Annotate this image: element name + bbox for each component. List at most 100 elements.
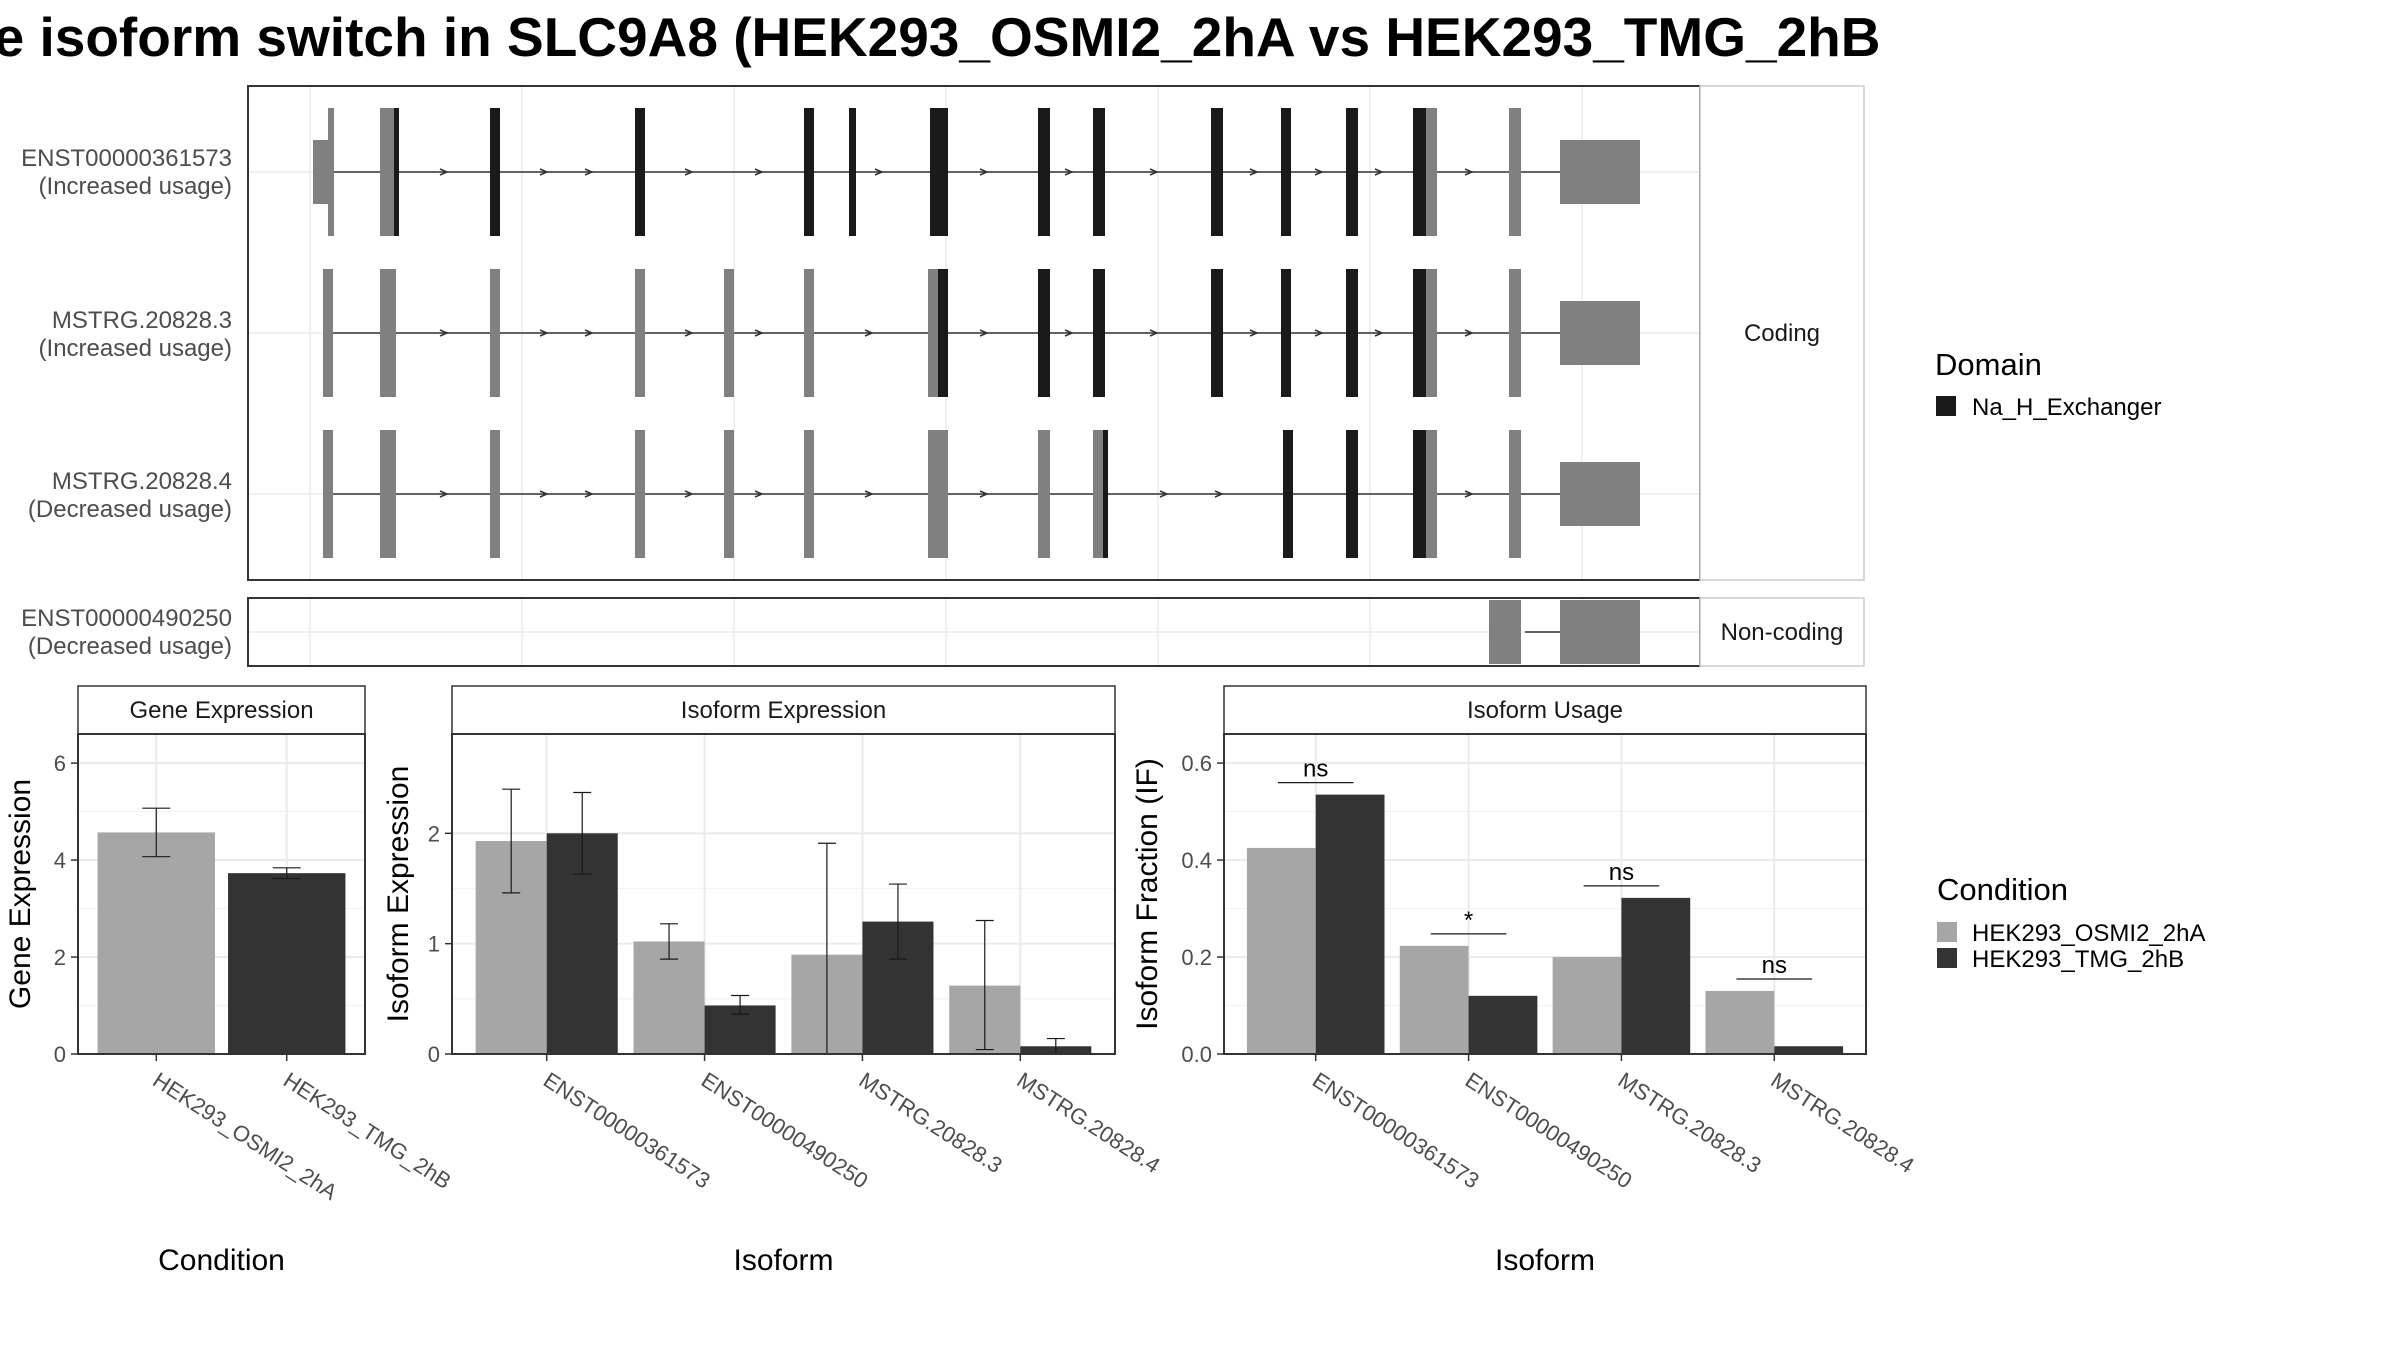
direction-arrow — [1464, 329, 1474, 337]
direction-arrow — [439, 490, 449, 498]
y-tick-label: 2 — [54, 945, 66, 970]
x-tick-label: MSTRG.20828.3 — [855, 1067, 1007, 1178]
exon — [1509, 269, 1521, 397]
bar-panel-1: Gene Expression0246HEK293_OSMI2_2hAHEK29… — [4, 685, 456, 1277]
exon — [1560, 140, 1640, 204]
transcript-track — [323, 269, 1640, 397]
significance-label: ns — [1609, 859, 1634, 886]
x-axis-title: Condition — [158, 1244, 285, 1277]
y-tick-label: 0 — [428, 1042, 440, 1067]
direction-arrow — [1249, 329, 1259, 337]
figure-title: ne isoform switch in SLC9A8 (HEK293_OSMI… — [0, 6, 1881, 68]
exon — [804, 269, 814, 397]
transcript-structure: Coding Non-coding ENST00000361573 (Incre… — [21, 85, 1865, 667]
domain-exon — [394, 108, 399, 236]
panel-strip — [1223, 685, 1867, 735]
exon — [1560, 301, 1640, 365]
exon — [380, 108, 396, 236]
transcript-usage-enst00000490250: (Decreased usage) — [28, 633, 232, 660]
exon — [380, 430, 396, 558]
direction-arrow — [1464, 490, 1474, 498]
exon — [323, 430, 333, 558]
exon — [313, 140, 332, 204]
exon — [323, 269, 333, 397]
exon — [490, 430, 500, 558]
exon — [928, 430, 940, 558]
domain-exon — [1346, 430, 1358, 558]
bar-panel-2: Isoform Expression 0 1 2 ENST00000361573ENST… — [382, 685, 1165, 1277]
domain-exon — [804, 108, 814, 236]
domain-exon — [938, 269, 948, 397]
panel-strip-title: Gene Expression — [129, 697, 313, 724]
domain-exon — [849, 108, 856, 236]
direction-arrow — [539, 490, 549, 498]
bar — [97, 832, 215, 1054]
y-axis-title: Isoform Fraction (IF) — [1131, 758, 1164, 1030]
direction-arrow — [684, 329, 694, 337]
domain-exon — [1413, 108, 1428, 236]
transcript-track — [323, 430, 1640, 558]
domain-exon — [1413, 269, 1428, 397]
direction-arrow — [1149, 168, 1159, 176]
direction-arrow — [754, 490, 764, 498]
x-tick-label: MSTRG.20828.4 — [1013, 1067, 1165, 1178]
significance-label: ns — [1303, 756, 1328, 783]
transcript-label-mstrg-20828-3: MSTRG.20828.3 — [52, 307, 232, 334]
condition-legend-label-2: HEK293_TMG_2hB — [1972, 946, 2184, 973]
exon — [1426, 108, 1437, 236]
direction-arrow — [1064, 168, 1074, 176]
exon — [1038, 430, 1050, 558]
direction-arrow — [684, 490, 694, 498]
domain-exon — [490, 108, 500, 236]
direction-arrow — [539, 329, 549, 337]
y-tick-label: 0 — [54, 1042, 66, 1067]
transcript-usage-mstrg-20828-3: (Increased usage) — [39, 335, 232, 362]
y-tick-label: 0.0 — [1181, 1042, 1212, 1067]
condition-legend-key-1 — [1937, 922, 1957, 942]
y-tick-label: 6 — [54, 751, 66, 776]
plot-border — [451, 733, 1116, 1055]
plot-border — [77, 733, 366, 1055]
significance-label: * — [1464, 907, 1473, 934]
bar — [1315, 794, 1385, 1054]
bar-panel-3: Isoform Usage ns * ns ns 0.0 0.2 0.4 0.6 ENST0000… — [1131, 685, 1919, 1277]
domain-legend-label: Na_H_Exchanger — [1972, 394, 2161, 421]
direction-arrow — [539, 168, 549, 176]
x-tick-label: ENST00000490250 — [1461, 1067, 1637, 1193]
exon — [1560, 600, 1640, 664]
domain-exon — [1281, 108, 1291, 236]
bar — [1246, 847, 1316, 1054]
direction-arrow — [864, 490, 874, 498]
domain-exon — [1093, 269, 1105, 397]
transcript-usage-mstrg-20828-4: (Decreased usage) — [28, 496, 232, 523]
direction-arrow — [1064, 329, 1074, 337]
bar — [1774, 1046, 1844, 1054]
exon — [635, 269, 645, 397]
transcript-track — [1489, 600, 1640, 664]
x-tick-label: MSTRG.20828.3 — [1614, 1067, 1766, 1178]
direction-arrow — [979, 490, 989, 498]
exon — [1489, 600, 1521, 664]
x-tick-label: ENST00000490250 — [697, 1067, 873, 1193]
direction-arrow — [584, 168, 594, 176]
direction-arrow — [1214, 490, 1224, 498]
direction-arrow — [1159, 490, 1169, 498]
x-tick-label: MSTRG.20828.4 — [1767, 1067, 1919, 1178]
exon — [1093, 430, 1105, 558]
y-tick-label: 1 — [428, 932, 440, 957]
direction-arrow — [1374, 329, 1384, 337]
direction-arrow — [1314, 329, 1324, 337]
panel-strip — [451, 685, 1116, 735]
noncoding-strip — [1699, 597, 1865, 667]
domain-exon — [1103, 430, 1108, 558]
domain-exon — [930, 108, 948, 236]
direction-arrow — [874, 168, 884, 176]
condition-legend-key-2 — [1937, 948, 1957, 968]
y-tick-label: 0.4 — [1181, 848, 1212, 873]
exon — [635, 430, 645, 558]
coding-strip — [1699, 85, 1865, 581]
noncoding-panel-grid — [249, 599, 1699, 665]
exon — [938, 430, 948, 558]
direction-arrow — [584, 490, 594, 498]
exon — [1426, 430, 1437, 558]
